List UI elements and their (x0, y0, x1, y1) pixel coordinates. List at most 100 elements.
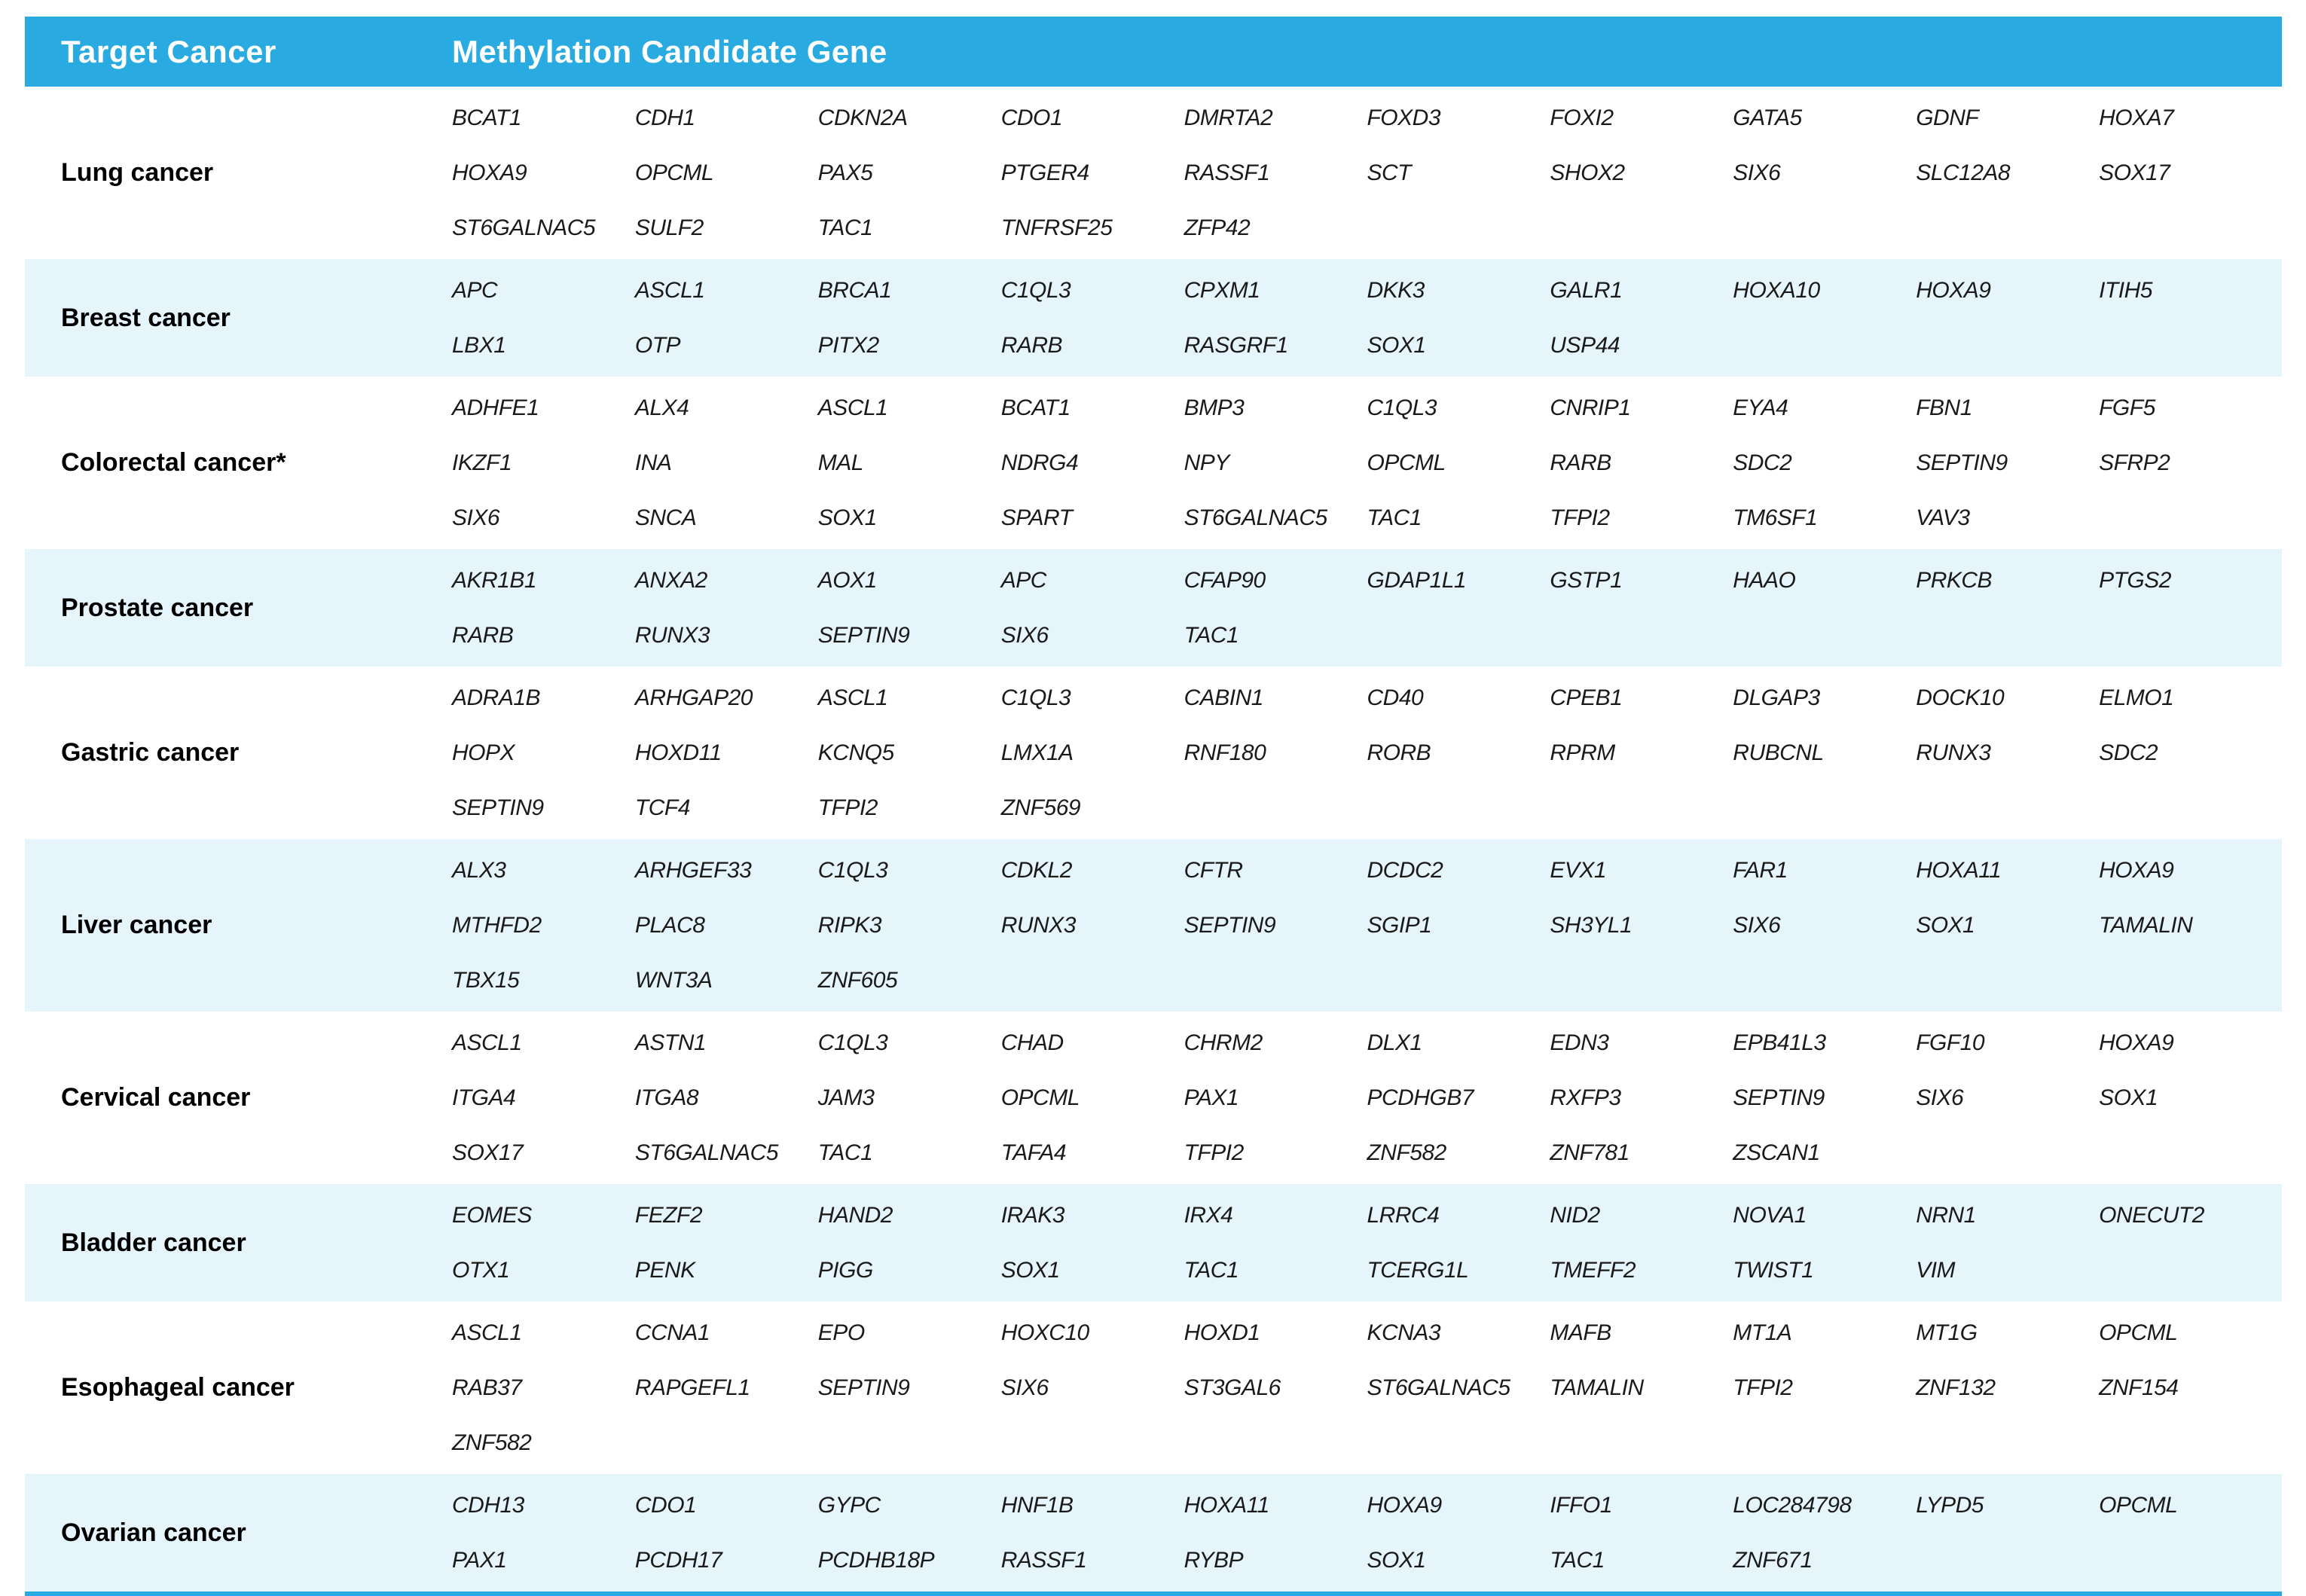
table-row: Liver cancer ALX3 ARHGEF33 C1QL3 CDKL2 CFTR DC… (25, 839, 2282, 1012)
gene-name: ANXA2 (634, 567, 707, 593)
gene-name: PLAC8 (634, 912, 705, 938)
gene-name: BCAT1 (1000, 395, 1071, 420)
gene-name: SH3YL1 (1550, 912, 1633, 938)
gene-name: VAV3 (1916, 505, 1970, 530)
header-methylation-candidate-gene: Methylation Candidate Gene (452, 33, 887, 69)
gene-name: ELMO1 (2099, 685, 2174, 710)
gene-name: SEPTIN9 (1184, 912, 1276, 938)
gene-name: WNT3A (634, 967, 713, 993)
gene-name: CFAP90 (1184, 567, 1266, 593)
gene-name: ZNF569 (1000, 795, 1081, 820)
gene-name: SIX6 (1733, 160, 1781, 185)
gene-name: ST6GALNAC5 (1184, 505, 1328, 530)
gene-name: RXFP3 (1550, 1085, 1621, 1110)
table-row: Esophageal cancer ASCL1 CCNA1 EPO HOXC10 HOXD… (25, 1302, 2282, 1474)
gene-name: CDKN2A (817, 105, 908, 130)
gene-name: ST6GALNAC5 (634, 1140, 779, 1165)
gene-name: HAND2 (817, 1202, 893, 1228)
gene-name: HOXA11 (1184, 1492, 1270, 1518)
gene-name: CDH1 (634, 105, 695, 130)
table-row: Breast cancer APC ASCL1 BRCA1 C1QL3 CPXM1 DKK3… (25, 259, 2282, 377)
gene-name: HOXA10 (1733, 277, 1820, 303)
gene-name: ZNF781 (1550, 1140, 1629, 1165)
gene-name: IFFO1 (1550, 1492, 1612, 1518)
gene-name: RUNX3 (1916, 740, 1991, 765)
gene-name: FBN1 (1916, 395, 1972, 420)
cancer-name: Esophageal cancer (61, 1373, 295, 1402)
gene-name: PRKCB (1916, 567, 1993, 593)
gene-list: AKR1B1 ANXA2 AOX1 APC CFAP90 GDAP1L1 GSTP1 HAAO… (452, 553, 2282, 663)
gene-name: SCT (1367, 160, 1411, 185)
gene-name: KCNQ5 (817, 740, 894, 765)
gene-name: MT1G (1916, 1320, 1978, 1345)
gene-name: DLX1 (1367, 1030, 1422, 1055)
gene-name: GDAP1L1 (1367, 567, 1467, 593)
gene-name: ZNF154 (2099, 1375, 2179, 1400)
gene-name: TNFRSF25 (1000, 215, 1113, 240)
gene-name: ZNF582 (1367, 1140, 1446, 1165)
gene-name: PCDHGB7 (1367, 1085, 1474, 1110)
gene-name: DMRTA2 (1184, 105, 1273, 130)
gene-list: BCAT1 CDH1 CDKN2A CDO1 DMRTA2 FOXD3 FOXI2 GATA5… (452, 90, 2282, 255)
gene-name: LYPD5 (1916, 1492, 1984, 1518)
gene-name: RARB (1000, 332, 1063, 358)
gene-name: LBX1 (452, 332, 506, 358)
gene-name: PIGG (817, 1257, 874, 1283)
gene-name: C1QL3 (1367, 395, 1437, 420)
gene-name: ITGA8 (634, 1085, 699, 1110)
gene-name: HOXD11 (634, 740, 722, 765)
table-row: Colorectal cancer* ADHFE1 ALX4 ASCL1 BCAT1 BM… (25, 377, 2282, 549)
gene-name: NDRG4 (1000, 450, 1079, 475)
gene-name: IRX4 (1184, 1202, 1233, 1228)
gene-name: LOC284798 (1733, 1492, 1852, 1518)
gene-name: RUNX3 (634, 622, 710, 648)
gene-name: CNRIP1 (1550, 395, 1631, 420)
gene-name: HOXA7 (2099, 105, 2174, 130)
table-body: Lung cancer BCAT1 CDH1 CDKN2A CDO1 DMRTA2 FOXD… (25, 87, 2282, 1596)
gene-name: TFPI2 (817, 795, 878, 820)
gene-name: TFPI2 (1550, 505, 1610, 530)
table-row: Lung cancer BCAT1 CDH1 CDKN2A CDO1 DMRTA2 FOXD… (25, 87, 2282, 259)
gene-name: SEPTIN9 (817, 622, 910, 648)
gene-name: SIX6 (1000, 1375, 1049, 1400)
gene-name: SEPTIN9 (1916, 450, 2008, 475)
gene-name: GDNF (1916, 105, 1979, 130)
gene-name: TAMALIN (1550, 1375, 1644, 1400)
gene-name: HNF1B (1000, 1492, 1074, 1518)
gene-name: SOX1 (1367, 1547, 1426, 1573)
gene-name: MTHFD2 (452, 912, 542, 938)
gene-name: C1QL3 (817, 1030, 888, 1055)
gene-name: RNF180 (1184, 740, 1266, 765)
gene-name: RORB (1367, 740, 1431, 765)
cancer-name: Bladder cancer (61, 1228, 246, 1257)
gene-name: RAPGEFL1 (634, 1375, 750, 1400)
gene-name: APC (452, 277, 498, 303)
gene-name: PTGS2 (2099, 567, 2171, 593)
gene-name: PCDH17 (634, 1547, 722, 1573)
gene-name: DOCK10 (1916, 685, 2005, 710)
gene-list: ASCL1 CCNA1 EPO HOXC10 HOXD1 KCNA3 MAFB MT1A MT1… (452, 1305, 2282, 1470)
gene-name: ITGA4 (452, 1085, 516, 1110)
gene-name: OTX1 (452, 1257, 510, 1283)
gene-list: APC ASCL1 BRCA1 C1QL3 CPXM1 DKK3 GALR1 HOXA10 HO… (452, 263, 2282, 373)
gene-name: JAM3 (817, 1085, 875, 1110)
gene-name: SOX1 (817, 505, 878, 530)
cancer-name: Prostate cancer (61, 593, 254, 622)
gene-name: GALR1 (1550, 277, 1623, 303)
gene-name: IRAK3 (1000, 1202, 1065, 1228)
gene-name: ZSCAN1 (1733, 1140, 1820, 1165)
gene-name: TAMALIN (2099, 912, 2193, 938)
gene-name: ITIH5 (2099, 277, 2152, 303)
gene-name: OPCML (1367, 450, 1446, 475)
gene-name: FAR1 (1733, 857, 1788, 883)
gene-name: HOXA9 (1916, 277, 1991, 303)
gene-name: PCDHB18P (817, 1547, 935, 1573)
gene-name: ASCL1 (817, 685, 888, 710)
gene-name: OPCML (2099, 1320, 2178, 1345)
methylation-candidate-gene-table: Target Cancer Methylation Candidate Gene… (25, 17, 2282, 1596)
gene-name: ARHGAP20 (634, 685, 753, 710)
gene-name: CPEB1 (1550, 685, 1623, 710)
gene-name: EPB41L3 (1733, 1030, 1826, 1055)
gene-name: LMX1A (1000, 740, 1074, 765)
cancer-name: Cervical cancer (61, 1083, 251, 1112)
